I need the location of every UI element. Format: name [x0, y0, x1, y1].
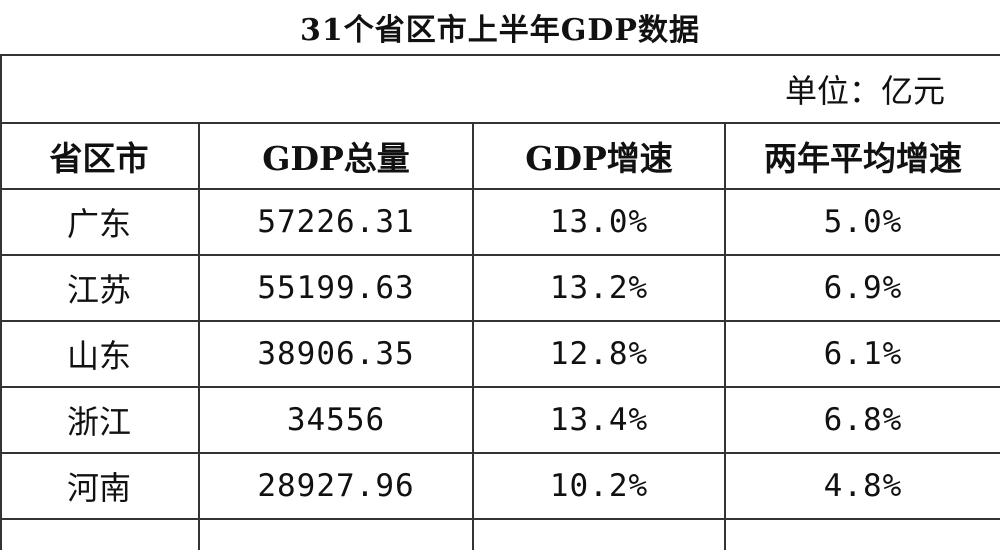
- table-top-border: [0, 54, 1000, 56]
- cell-gdp-growth: 13.0%: [549, 204, 649, 240]
- cell-gdp-growth: 13.2%: [549, 270, 649, 306]
- column-divider: [724, 122, 726, 550]
- column-header-two-year-avg-growth: 两年平均增速: [764, 139, 962, 178]
- cell-gdp-total: 34556: [286, 402, 386, 438]
- cell-province: 广东: [66, 205, 131, 243]
- cell-province: 浙江: [66, 403, 131, 441]
- cell-gdp-growth: 13.4%: [549, 402, 649, 438]
- cell-gdp-total: 38906.35: [257, 336, 415, 372]
- cell-two-year-avg-growth: 4.8%: [823, 468, 903, 504]
- column-header-gdp-total: GDP总量: [262, 139, 410, 178]
- header-bottom-border: [0, 188, 1000, 190]
- column-header-province: 省区市: [49, 139, 149, 178]
- table-left-border: [0, 54, 2, 550]
- unit-label: 单位：亿元: [784, 72, 945, 110]
- cell-two-year-avg-growth: 6.8%: [823, 402, 903, 438]
- cell-two-year-avg-growth: 6.9%: [823, 270, 903, 306]
- row-divider: [0, 452, 1000, 454]
- row-divider: [0, 386, 1000, 388]
- cell-gdp-growth: 12.8%: [549, 336, 649, 372]
- cell-gdp-growth: 10.2%: [549, 468, 649, 504]
- page-title: 31个省区市上半年GDP数据: [300, 13, 700, 48]
- cell-province: 山东: [66, 337, 131, 375]
- cell-gdp-total: 28927.96: [257, 468, 415, 504]
- column-divider: [472, 122, 474, 550]
- row-divider: [0, 518, 1000, 520]
- cell-gdp-total: 55199.63: [257, 270, 415, 306]
- cell-province: 河南: [66, 469, 131, 507]
- cell-province: 江苏: [66, 271, 131, 309]
- row-divider: [0, 254, 1000, 256]
- column-divider: [198, 122, 200, 550]
- cell-two-year-avg-growth: 6.1%: [823, 336, 903, 372]
- cell-two-year-avg-growth: 5.0%: [823, 204, 903, 240]
- header-top-border: [0, 122, 1000, 124]
- row-divider: [0, 320, 1000, 322]
- column-header-gdp-growth: GDP增速: [525, 139, 673, 178]
- cell-gdp-total: 57226.31: [257, 204, 415, 240]
